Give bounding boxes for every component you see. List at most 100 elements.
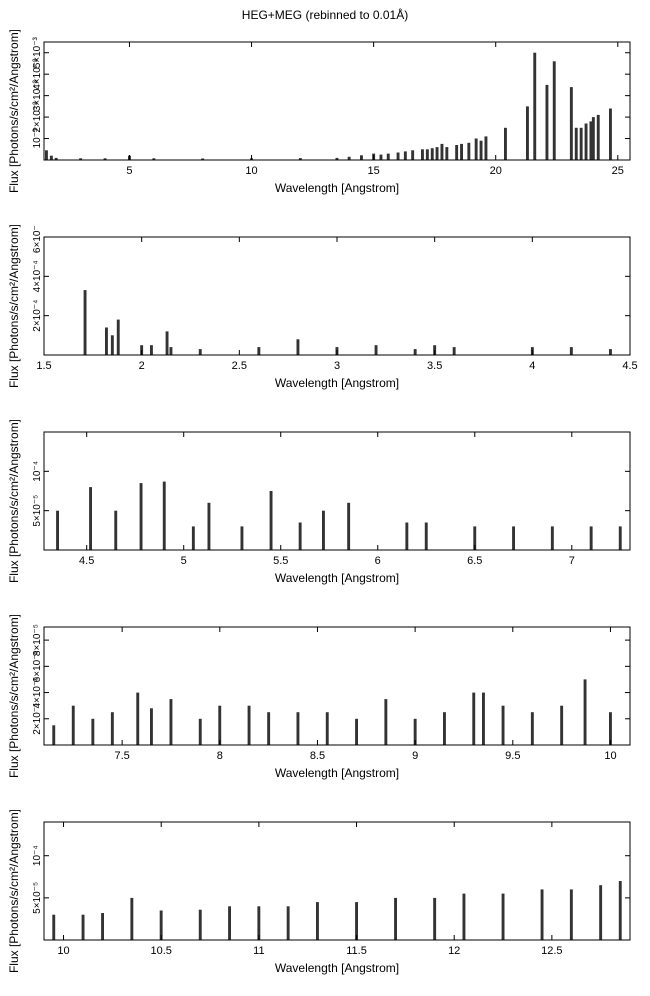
bar <box>207 502 211 550</box>
x-tick-label: 3.5 <box>427 360 442 372</box>
x-tick-label: 9 <box>412 750 418 762</box>
bar <box>89 487 92 550</box>
x-tick-label: 3 <box>334 360 340 372</box>
bar <box>394 897 397 940</box>
y-axis-label: Flux [Photons/s/cm²/Angstrom] <box>7 30 21 193</box>
x-tick-label: 11.5 <box>346 945 367 957</box>
bar <box>101 913 104 940</box>
bar <box>130 897 134 940</box>
bar <box>473 526 477 550</box>
bar <box>52 725 56 745</box>
bar <box>114 510 118 550</box>
bar <box>618 881 622 940</box>
bar <box>533 52 537 161</box>
bar <box>425 149 429 160</box>
bar <box>269 491 273 550</box>
x-tick-label: 9.5 <box>505 750 520 762</box>
chart-svg-1: 5 10 15 20 25 10⁻³2×10⁻³3×10⁻³4×10⁻³5×10⁻³ Wav… <box>7 29 631 195</box>
y-tick-label: 10⁻⁴ <box>32 461 43 482</box>
bar <box>347 502 351 550</box>
plot-frame <box>43 821 631 941</box>
x-axis-label: Wavelength [Angstrom] <box>275 961 399 975</box>
bar <box>298 158 302 160</box>
x-tick-label: 5.5 <box>273 555 288 567</box>
bar <box>201 158 205 160</box>
bar <box>443 712 446 745</box>
chart-panel-2: 1.5 2 2.5 3 3.5 4 4.5 2×10⁻⁴ 4×10⁻⁴ 6×10⁻⁴ Wavelen… <box>0 221 650 405</box>
x-tick-label: 11 <box>253 945 264 957</box>
bar <box>257 906 261 940</box>
bar <box>411 150 415 160</box>
bar <box>228 906 231 940</box>
bar <box>81 914 85 940</box>
x-tick-label: 15 <box>368 165 380 177</box>
bar <box>609 108 612 160</box>
bar <box>609 349 612 355</box>
bar <box>435 147 439 160</box>
x-tick-label: 2 <box>139 360 145 372</box>
bar <box>191 526 195 550</box>
chart-panel-4: 7.5 8 8.5 9 9.5 10 2×10⁻⁵ 4×10⁻⁵ 6×10⁻⁵ 8×10⁻⁵ Wav… <box>0 614 650 795</box>
bar <box>150 708 153 745</box>
bar <box>159 910 163 940</box>
x-tick-label: 4 <box>529 360 535 372</box>
bar <box>550 526 554 550</box>
bar <box>198 349 202 355</box>
y-tick-label: 4×10⁻³ <box>32 58 43 90</box>
bar <box>198 718 202 745</box>
bar <box>467 142 471 160</box>
y-tick-label: 4×10⁻⁴ <box>32 260 43 292</box>
bar <box>596 114 600 160</box>
y-tick-label: 6×10⁻⁵ <box>32 650 43 682</box>
bar <box>52 914 56 940</box>
bar <box>430 148 434 160</box>
bar <box>589 526 593 550</box>
page-title: HEG+MEG (rebinned to 0.01Å) <box>241 8 409 22</box>
bar <box>152 158 156 160</box>
y-tick-label: 5×10⁻³ <box>32 36 43 68</box>
bar <box>267 712 271 745</box>
x-tick-label: 4.5 <box>79 555 94 567</box>
y-tick-label: 10⁻⁴ <box>32 845 43 866</box>
bar <box>413 718 417 745</box>
chart-svg-2: 1.5 2 2.5 3 3.5 4 4.5 2×10⁻⁴ 4×10⁻⁴ 6×10⁻⁴ Wavelen… <box>7 221 638 390</box>
bar <box>569 889 573 940</box>
x-tick-label: 5 <box>126 165 132 177</box>
bar <box>257 347 261 355</box>
bar <box>150 345 153 355</box>
bar <box>286 906 290 940</box>
bar <box>413 349 417 355</box>
x-axis-label: Wavelength [Angstrom] <box>275 376 399 390</box>
bar <box>484 136 488 160</box>
bar <box>504 127 507 160</box>
chart-panel-1: 5 10 15 20 25 10⁻³ 2×10⁻³ 3×10⁻³ 4×10⁻³ 5×10⁻³ Wav… <box>0 29 650 210</box>
x-tick-label: 7 <box>569 555 575 567</box>
bar <box>335 157 339 160</box>
bar <box>218 705 222 745</box>
bar <box>296 339 300 355</box>
plot-frame <box>43 431 631 551</box>
bar <box>403 151 407 160</box>
plot-frame <box>43 626 631 746</box>
x-tick-label: 12.5 <box>541 945 562 957</box>
bar <box>512 526 515 550</box>
y-tick-label: 3×10⁻³ <box>32 79 43 111</box>
bar <box>462 893 466 940</box>
plot-frame <box>43 41 631 161</box>
y-axis-label: Flux [Photons/s/cm²/Angstrom] <box>7 615 21 778</box>
bar <box>530 712 534 745</box>
chart-panel-3: 4.5 5 5.5 6 6.5 7 5×10⁻⁵ 10⁻⁴ Wavelength [Angstr… <box>0 419 650 600</box>
bar <box>103 158 107 160</box>
bar <box>589 121 593 160</box>
x-tick-label: 6 <box>375 555 381 567</box>
bar <box>325 712 329 745</box>
bar <box>501 705 505 745</box>
bar <box>474 138 478 160</box>
y-tick-label: 2×10⁻⁴ <box>32 300 43 332</box>
bar <box>455 145 459 160</box>
bar <box>479 140 483 160</box>
bar <box>360 155 363 160</box>
y-tick-label: 4×10⁻⁵ <box>32 677 43 709</box>
x-tick-label: 20 <box>490 165 502 177</box>
x-tick-label: 8.5 <box>310 750 325 762</box>
